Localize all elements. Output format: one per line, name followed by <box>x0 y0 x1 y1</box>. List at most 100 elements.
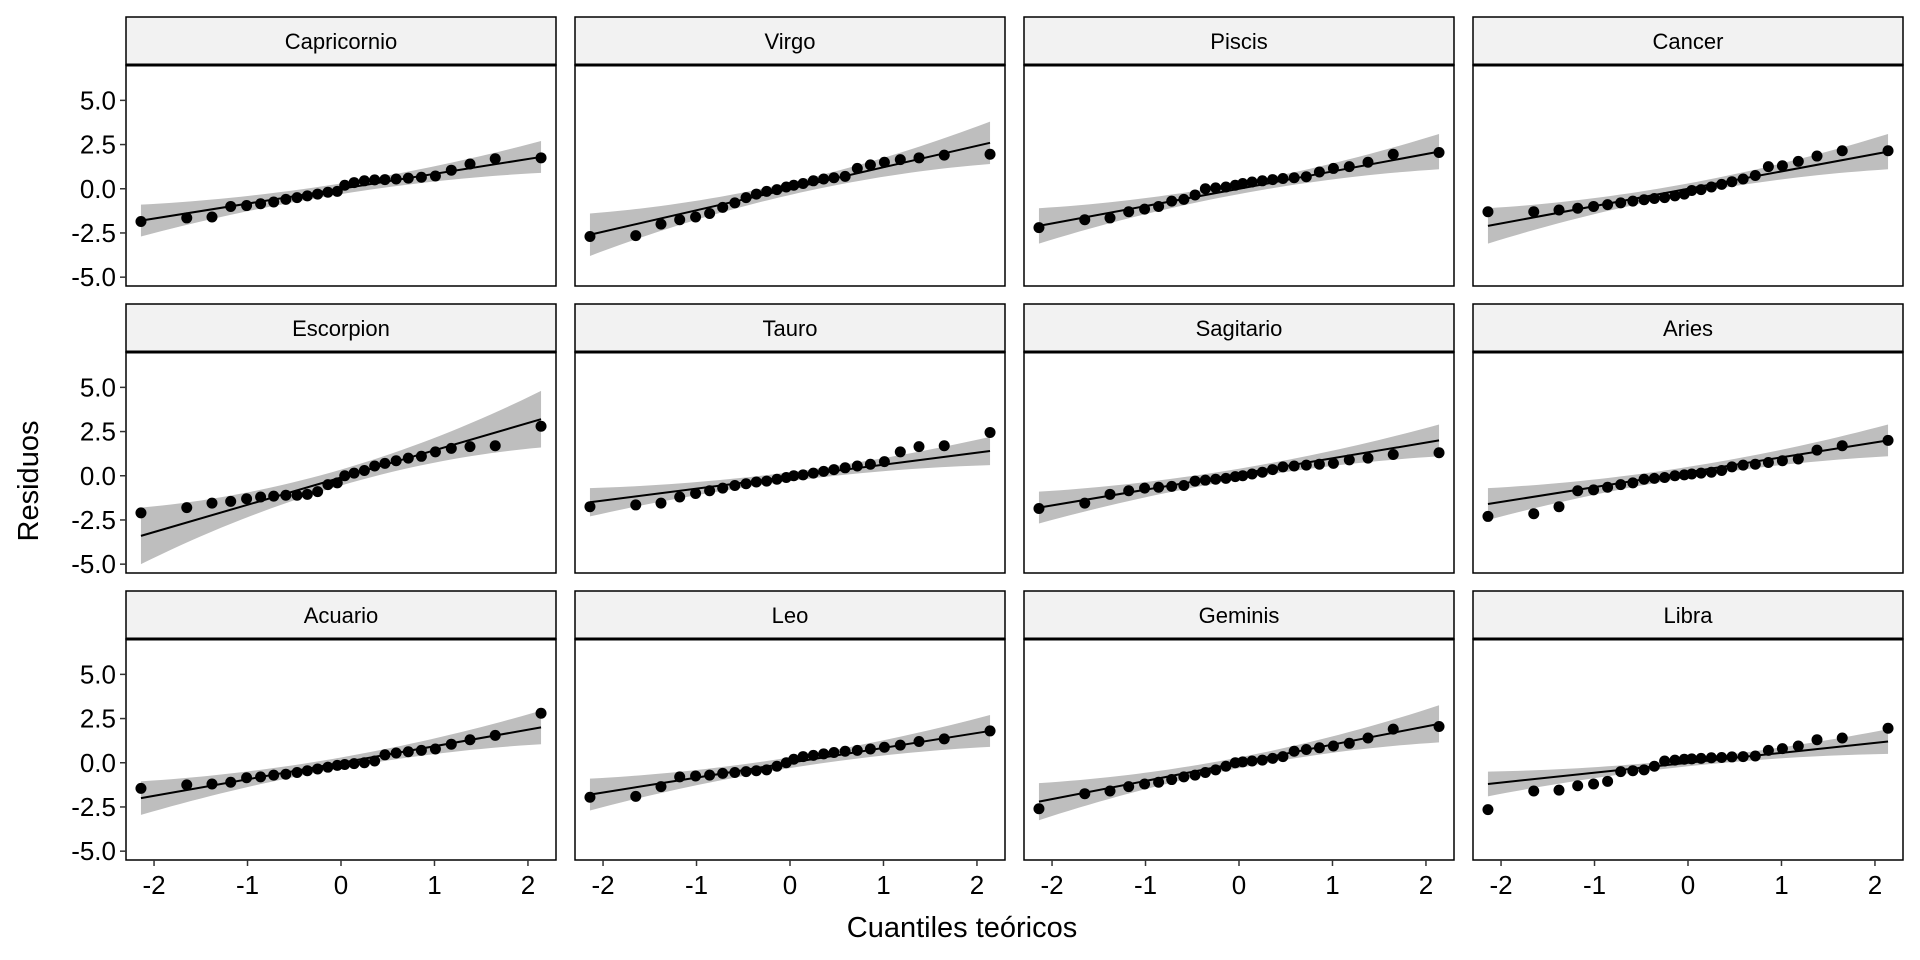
data-point <box>913 736 925 748</box>
data-point <box>1572 202 1584 214</box>
data-point <box>1199 183 1211 195</box>
data-point <box>1300 459 1312 471</box>
y-tick-label: -2.5 <box>71 218 116 248</box>
data-point <box>415 450 427 462</box>
data-point <box>280 768 292 780</box>
data-point <box>464 441 476 453</box>
data-point <box>181 779 193 791</box>
data-point <box>717 767 729 779</box>
data-point <box>761 475 773 487</box>
data-point <box>690 211 702 223</box>
data-point <box>704 769 716 781</box>
data-point <box>1189 769 1201 781</box>
data-point <box>206 778 218 790</box>
data-point <box>1362 156 1374 168</box>
data-point <box>807 749 819 761</box>
data-point <box>1695 752 1707 764</box>
facet-strip-label: Geminis <box>1199 603 1280 628</box>
data-point <box>807 467 819 479</box>
data-point <box>241 200 253 212</box>
data-point <box>1749 170 1761 181</box>
data-point <box>390 747 402 759</box>
data-point <box>379 749 391 761</box>
facet-strip-label: Tauro <box>762 316 817 341</box>
facet-strip <box>1023 16 1455 66</box>
data-point <box>312 188 324 200</box>
data-point <box>445 164 457 176</box>
data-point <box>1627 765 1639 777</box>
data-point <box>729 479 741 491</box>
y-tick-label: 5.0 <box>80 659 116 689</box>
data-point <box>339 470 351 482</box>
data-point <box>1836 732 1848 744</box>
x-tick-label: 0 <box>783 870 797 900</box>
data-point <box>1033 222 1045 234</box>
data-point <box>301 765 313 777</box>
data-point <box>1792 453 1804 465</box>
data-point <box>1343 454 1355 466</box>
data-point <box>1792 155 1804 167</box>
data-point <box>445 442 457 454</box>
data-point <box>1716 178 1728 190</box>
data-point <box>241 772 253 784</box>
data-point <box>1433 147 1445 159</box>
data-point <box>818 748 830 760</box>
data-point <box>1267 752 1279 764</box>
data-point <box>818 465 830 477</box>
facet-strip-label: Escorpion <box>292 316 390 341</box>
data-point <box>1572 485 1584 497</box>
x-tick-label: -2 <box>1040 870 1063 900</box>
data-point <box>1615 766 1627 778</box>
data-point <box>255 491 267 503</box>
data-point <box>864 159 876 171</box>
data-point <box>358 175 370 187</box>
data-point <box>1327 457 1339 469</box>
data-point <box>851 744 863 756</box>
data-point <box>704 208 716 220</box>
data-point <box>839 170 851 182</box>
data-point <box>1362 452 1374 464</box>
data-point <box>1210 182 1222 194</box>
y-tick-label: -2.5 <box>71 792 116 822</box>
data-point <box>1602 199 1614 211</box>
data-point <box>864 458 876 470</box>
facet-strip-label: Libra <box>1664 603 1714 628</box>
data-point <box>1433 447 1445 459</box>
data-point <box>1210 473 1222 485</box>
y-tick-label: 2.5 <box>80 704 116 734</box>
data-point <box>584 230 596 242</box>
data-point <box>1669 754 1681 766</box>
data-point <box>1726 461 1738 473</box>
facet-panel-capricornio: Capricornio 5.0 2.5 0.0 -2.5 -5.0 <box>71 16 557 292</box>
panel-border <box>125 351 557 574</box>
data-point <box>415 744 427 756</box>
data-point <box>535 152 547 164</box>
data-point <box>1588 200 1600 212</box>
data-point <box>1882 145 1894 157</box>
data-point <box>1695 467 1707 479</box>
facet-panel-virgo: Virgo <box>574 16 1006 287</box>
facet-panel-acuario: Acuario 5.0 2.5 0.0 -2.5 -5.0 -2 -1 0 1 2 <box>71 590 557 900</box>
data-point <box>1726 176 1738 188</box>
data-point <box>984 426 996 438</box>
data-point <box>1811 444 1823 456</box>
data-point <box>1602 775 1614 787</box>
data-point <box>1528 206 1540 218</box>
data-point <box>1749 458 1761 470</box>
data-point <box>301 190 313 202</box>
data-point <box>1104 785 1116 797</box>
data-point <box>1762 457 1774 468</box>
data-point <box>1220 181 1232 193</box>
data-point <box>1178 193 1190 205</box>
data-point <box>1882 722 1894 734</box>
data-point <box>358 757 370 769</box>
data-point <box>864 743 876 755</box>
data-point <box>301 488 313 500</box>
data-point <box>771 473 783 485</box>
data-point <box>1776 743 1788 755</box>
data-point <box>291 766 303 778</box>
x-tick-label: -1 <box>1134 870 1157 900</box>
data-point <box>797 751 809 763</box>
data-point <box>1482 206 1494 218</box>
facet-strip <box>1472 16 1904 66</box>
